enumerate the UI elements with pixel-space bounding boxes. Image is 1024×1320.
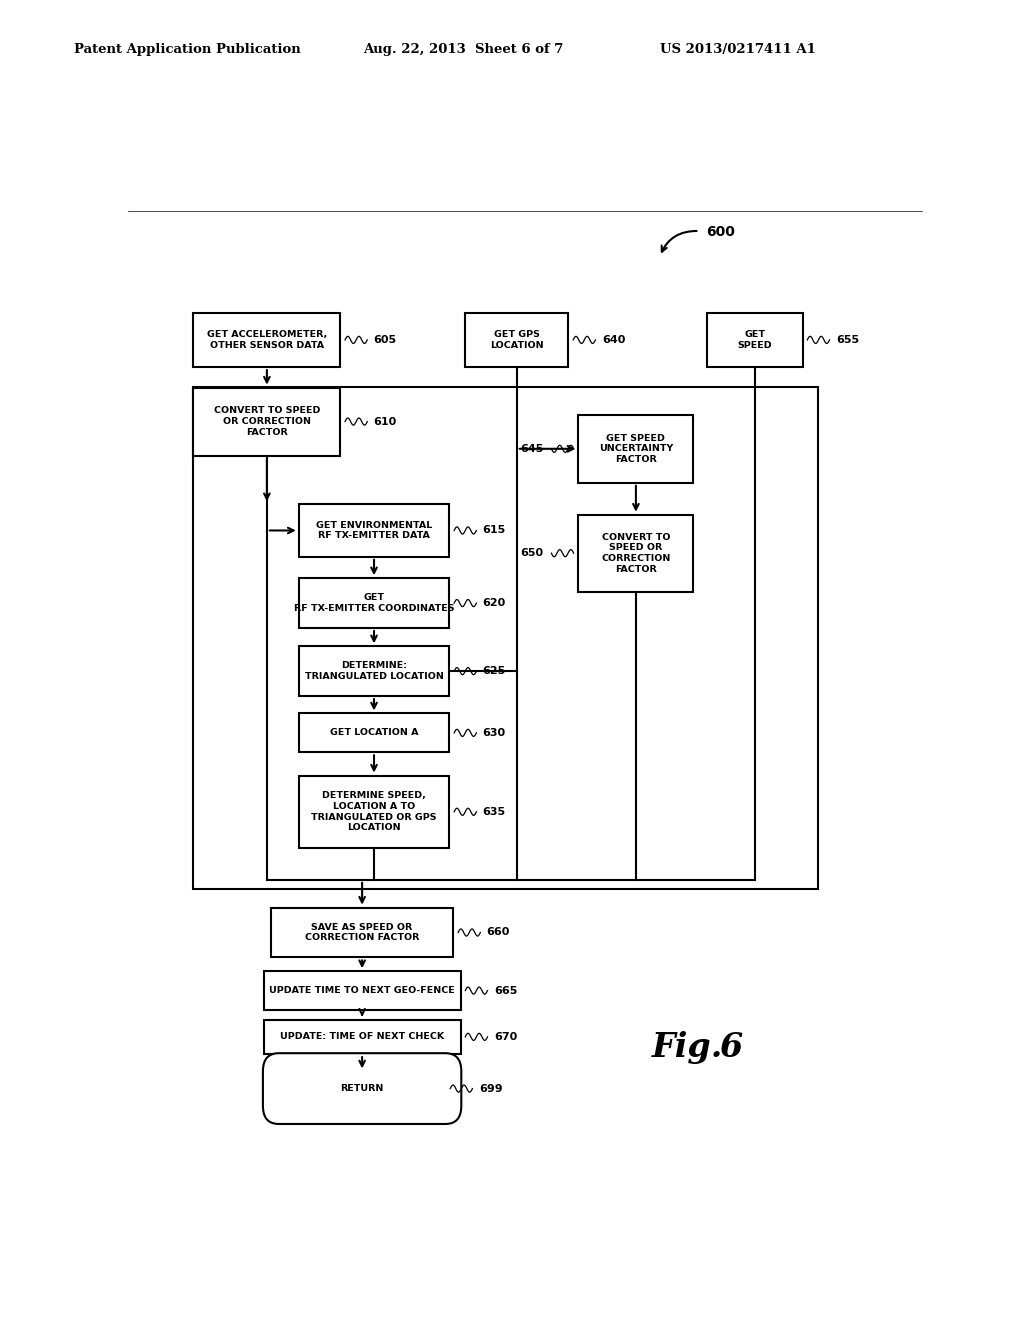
Text: GET SPEED
UNCERTAINTY
FACTOR: GET SPEED UNCERTAINTY FACTOR: [599, 433, 673, 465]
FancyBboxPatch shape: [194, 313, 340, 367]
Text: Patent Application Publication: Patent Application Publication: [74, 42, 300, 55]
FancyBboxPatch shape: [264, 1019, 461, 1055]
Text: 620: 620: [482, 598, 506, 609]
FancyBboxPatch shape: [270, 908, 454, 957]
Text: CONVERT TO
SPEED OR
CORRECTION
FACTOR: CONVERT TO SPEED OR CORRECTION FACTOR: [601, 532, 671, 574]
Text: 600: 600: [706, 224, 734, 239]
Text: DETERMINE:
TRIANGULATED LOCATION: DETERMINE: TRIANGULATED LOCATION: [304, 661, 443, 681]
Text: 650: 650: [520, 548, 544, 558]
FancyBboxPatch shape: [299, 713, 450, 752]
FancyBboxPatch shape: [299, 504, 450, 557]
Text: Fig.: Fig.: [652, 1031, 723, 1064]
FancyBboxPatch shape: [708, 313, 803, 367]
Text: UPDATE: TIME OF NEXT CHECK: UPDATE: TIME OF NEXT CHECK: [280, 1032, 444, 1041]
Text: 635: 635: [482, 807, 506, 817]
Text: GET
SPEED: GET SPEED: [737, 330, 772, 350]
Text: DETERMINE SPEED,
LOCATION A TO
TRIANGULATED OR GPS
LOCATION: DETERMINE SPEED, LOCATION A TO TRIANGULA…: [311, 791, 437, 833]
Text: 699: 699: [479, 1084, 503, 1093]
Text: GET
RF TX-EMITTER COORDINATES: GET RF TX-EMITTER COORDINATES: [294, 593, 455, 612]
Text: 6: 6: [719, 1031, 742, 1064]
Text: RETURN: RETURN: [340, 1084, 384, 1093]
FancyBboxPatch shape: [194, 388, 340, 455]
Text: 630: 630: [482, 727, 506, 738]
Text: US 2013/0217411 A1: US 2013/0217411 A1: [660, 42, 816, 55]
Text: 625: 625: [482, 667, 506, 676]
Text: 610: 610: [374, 417, 397, 426]
Text: GET GPS
LOCATION: GET GPS LOCATION: [490, 330, 544, 350]
Bar: [194, 387, 818, 888]
Text: 640: 640: [602, 335, 626, 345]
FancyBboxPatch shape: [579, 515, 693, 591]
Text: 670: 670: [494, 1032, 517, 1041]
Text: UPDATE TIME TO NEXT GEO-FENCE: UPDATE TIME TO NEXT GEO-FENCE: [269, 986, 455, 995]
Text: 655: 655: [836, 335, 859, 345]
Text: Aug. 22, 2013  Sheet 6 of 7: Aug. 22, 2013 Sheet 6 of 7: [364, 42, 564, 55]
Text: GET ENVIRONMENTAL
RF TX-EMITTER DATA: GET ENVIRONMENTAL RF TX-EMITTER DATA: [315, 520, 432, 540]
Text: 665: 665: [494, 986, 517, 995]
Text: GET ACCELEROMETER,
OTHER SENSOR DATA: GET ACCELEROMETER, OTHER SENSOR DATA: [207, 330, 327, 350]
Text: 605: 605: [374, 335, 396, 345]
FancyBboxPatch shape: [579, 414, 693, 483]
FancyBboxPatch shape: [465, 313, 568, 367]
FancyBboxPatch shape: [299, 578, 450, 628]
Text: SAVE AS SPEED OR
CORRECTION FACTOR: SAVE AS SPEED OR CORRECTION FACTOR: [305, 923, 419, 942]
FancyBboxPatch shape: [264, 972, 461, 1010]
Text: CONVERT TO SPEED
OR CORRECTION
FACTOR: CONVERT TO SPEED OR CORRECTION FACTOR: [214, 407, 321, 437]
Text: GET LOCATION A: GET LOCATION A: [330, 729, 418, 738]
FancyBboxPatch shape: [299, 647, 450, 696]
FancyBboxPatch shape: [263, 1053, 462, 1123]
Text: 660: 660: [486, 928, 510, 937]
Text: 645: 645: [520, 444, 544, 454]
Text: 615: 615: [482, 525, 506, 536]
FancyBboxPatch shape: [299, 776, 450, 849]
